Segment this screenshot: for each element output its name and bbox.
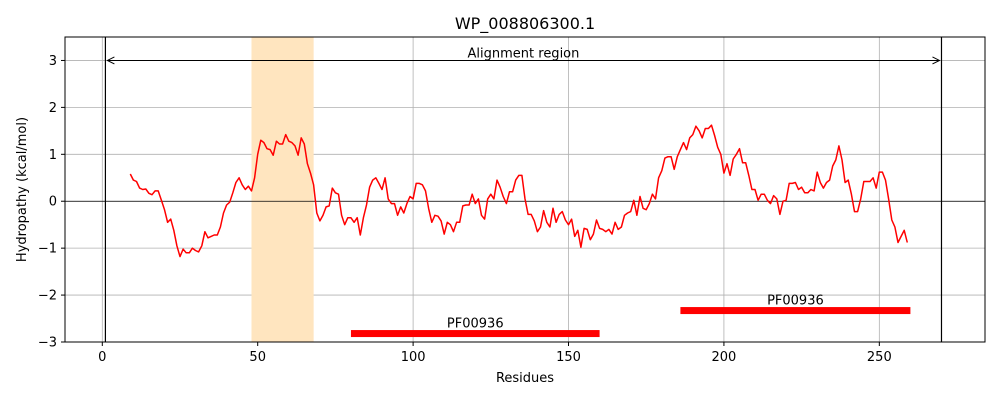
y-tick-label: −3 <box>38 336 57 351</box>
x-tick-label: 200 <box>712 350 737 365</box>
grid-lines <box>65 37 985 343</box>
x-tick-label: 250 <box>867 350 892 365</box>
alignment-arrow-right-head <box>932 56 941 65</box>
hydropathy-line <box>129 124 909 258</box>
x-axis: 0 50 100 150 200 250 <box>98 342 892 365</box>
y-tick-label: 2 <box>49 101 57 116</box>
x-tick-label: 150 <box>556 350 581 365</box>
domain-label: PF00936 <box>447 317 504 332</box>
alignment-region-label: Alignment region <box>468 46 580 61</box>
plot-frame <box>64 36 986 343</box>
y-tick-label: −2 <box>38 289 57 304</box>
y-axis: −3 −2 −1 0 1 2 3 <box>38 54 65 351</box>
x-tick-label: 0 <box>98 350 106 365</box>
y-axis-label: Hydropathy (kcal/mol) <box>15 117 30 262</box>
domain-bar <box>680 307 911 315</box>
highlight-layer <box>251 37 314 342</box>
y-tick-label: 0 <box>49 195 57 210</box>
chart-title: WP_008806300.1 <box>455 14 595 34</box>
x-axis-label: Residues <box>496 371 554 386</box>
highlight-region <box>251 37 314 342</box>
domain-bar <box>350 330 600 338</box>
y-tick-label: 3 <box>49 54 57 69</box>
x-tick-label: 50 <box>249 350 266 365</box>
alignment-region: Alignment region <box>104 37 943 342</box>
domain-bars: PF00936 PF00936 <box>350 294 911 338</box>
y-tick-label: −1 <box>38 242 57 257</box>
series-layer <box>129 124 909 258</box>
alignment-arrow-left-head <box>106 56 115 65</box>
domain-label: PF00936 <box>767 294 824 309</box>
x-tick-label: 100 <box>401 350 426 365</box>
y-tick-label: 1 <box>49 148 57 163</box>
